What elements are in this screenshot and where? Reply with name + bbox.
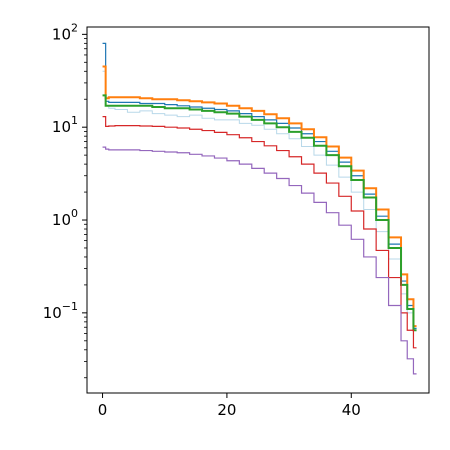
series-line-0 <box>102 70 417 329</box>
series-line-5 <box>102 146 417 375</box>
series-line-3 <box>102 94 417 332</box>
y-tick-label: 102 <box>52 21 78 43</box>
y-tick-label: 10−1 <box>43 300 78 322</box>
plot-area <box>102 42 417 375</box>
y-tick-label: 101 <box>52 114 78 136</box>
series-line-1 <box>102 42 417 330</box>
x-tick-label: 0 <box>98 401 108 419</box>
series-line-4 <box>102 116 417 349</box>
y-tick-label: 100 <box>52 207 78 229</box>
x-tick-label: 20 <box>217 401 236 419</box>
axes: 0 20 40 10−1 100 101 102 <box>43 21 430 419</box>
x-tick-label: 40 <box>342 401 361 419</box>
axes-frame <box>86 26 430 394</box>
